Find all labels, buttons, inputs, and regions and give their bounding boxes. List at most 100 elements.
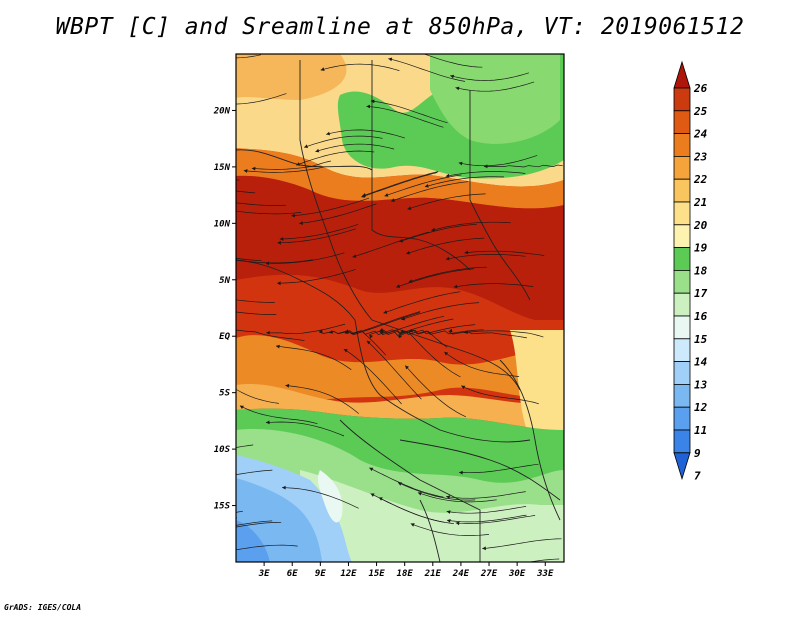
- streamline: [408, 266, 487, 283]
- streamline: [400, 324, 476, 336]
- streamline: [445, 254, 526, 260]
- streamline-arrow: [379, 328, 384, 332]
- streamline: [383, 291, 461, 314]
- streamline: [326, 129, 406, 139]
- streamline: [275, 345, 352, 370]
- footer-credit: GrADS: IGES/COLA: [4, 603, 82, 612]
- streamline-arrow: [329, 330, 333, 334]
- streamline-arrow: [182, 249, 186, 253]
- streamline: [236, 329, 305, 342]
- streamline: [483, 164, 563, 168]
- longitude-axis: 3E 6E 9E 12E 15E 18E 21E 24E 27E 30E 33E: [258, 562, 554, 579]
- colorbar-label: 23: [693, 150, 708, 163]
- lat-tick-label: 5N: [219, 276, 230, 286]
- streamline: [236, 444, 254, 448]
- lat-tick-label: 15N: [214, 163, 231, 173]
- wbpt-field: [236, 54, 564, 562]
- streamline: [399, 223, 478, 243]
- streamline: [236, 544, 298, 551]
- streamline-arrow: [193, 529, 197, 533]
- streamline: [329, 329, 400, 338]
- streamline: [423, 54, 483, 68]
- streamline-arrow: [401, 316, 406, 321]
- streamline-arrow: [222, 208, 226, 212]
- streamline-arrow: [345, 329, 349, 333]
- streamline-arrow: [366, 104, 370, 109]
- colorbar-swatch: [673, 133, 691, 157]
- colorbar-swatch: [673, 429, 691, 454]
- streamline: [446, 514, 527, 523]
- streamline-arrow: [446, 519, 451, 523]
- streamline-arrow: [163, 515, 167, 519]
- streamline: [388, 58, 466, 82]
- streamline: [397, 482, 476, 501]
- streamline: [453, 283, 534, 288]
- streamline: [464, 330, 544, 338]
- streamline-arrow: [366, 340, 371, 345]
- streamline-arrow: [157, 523, 161, 527]
- lon-tick-label: 33E: [536, 569, 554, 579]
- streamline: [444, 351, 520, 377]
- lon-tick-label: 3E: [258, 569, 270, 579]
- streamline: [362, 171, 439, 197]
- streamline: [461, 385, 539, 405]
- streamline-arrow: [239, 405, 244, 410]
- streamline-arrow: [405, 365, 409, 370]
- colorbar-label: 21: [693, 196, 707, 209]
- streamline: [396, 268, 474, 288]
- streamline: [390, 181, 469, 202]
- streamline: [379, 329, 448, 348]
- streamline-arrow: [176, 181, 180, 185]
- colorbar-swatch: [673, 178, 691, 203]
- country-borders: [236, 60, 561, 562]
- latitude-axis: 20N 15N 10N 5N EQ 5S 10S 15S: [213, 106, 236, 512]
- colorbar-min-arrow: [673, 452, 691, 481]
- streamline: [455, 81, 535, 92]
- colorbar-label: 14: [694, 356, 708, 369]
- streamline-arrow: [182, 47, 186, 51]
- lat-tick-label: 10S: [214, 445, 231, 455]
- streamline-arrow: [208, 100, 212, 104]
- colorbar-label: 24: [693, 128, 708, 141]
- streamline-arrow: [398, 334, 403, 339]
- streamline: [366, 106, 444, 128]
- colorbar-swatch: [673, 292, 691, 317]
- streamline: [458, 155, 538, 167]
- streamline-arrow: [243, 169, 248, 173]
- streamline-arrow: [453, 284, 458, 289]
- streamline: [379, 318, 454, 336]
- streamline-arrow: [455, 521, 460, 526]
- streamline-arrow: [277, 240, 281, 245]
- lon-tick-label: 6E: [287, 569, 298, 579]
- streamline: [343, 348, 402, 405]
- colorbar-swatch: [673, 224, 691, 249]
- colorbar-swatch: [673, 406, 691, 431]
- lon-tick-label: 18E: [397, 569, 414, 579]
- streamline-arrow: [458, 161, 463, 166]
- streamline: [236, 299, 275, 303]
- colorbar-swatch: [673, 201, 691, 226]
- streamline: [448, 331, 527, 339]
- streamline-arrow: [266, 331, 270, 335]
- streamline-arrow: [444, 351, 449, 356]
- streamline-arrow: [459, 470, 463, 475]
- streamline-arrow: [299, 221, 303, 225]
- streamline: [282, 487, 359, 509]
- streamline: [344, 311, 421, 334]
- streamline: [236, 510, 243, 513]
- streamline: [417, 492, 497, 503]
- streamline: [320, 63, 400, 71]
- streamline-arrow: [265, 261, 270, 266]
- colorbar-label: 16: [694, 310, 708, 323]
- streamline-arrow: [279, 237, 284, 241]
- colorbar-swatch: [673, 361, 691, 385]
- streamline: [464, 250, 545, 256]
- streamline-arrow: [384, 193, 389, 197]
- streamline-arrow: [399, 238, 404, 243]
- lon-tick-label: 27E: [480, 569, 498, 579]
- colorbar-swatch: [673, 269, 691, 294]
- streamline: [445, 171, 526, 177]
- streamline: [236, 520, 273, 526]
- streamline: [370, 100, 448, 124]
